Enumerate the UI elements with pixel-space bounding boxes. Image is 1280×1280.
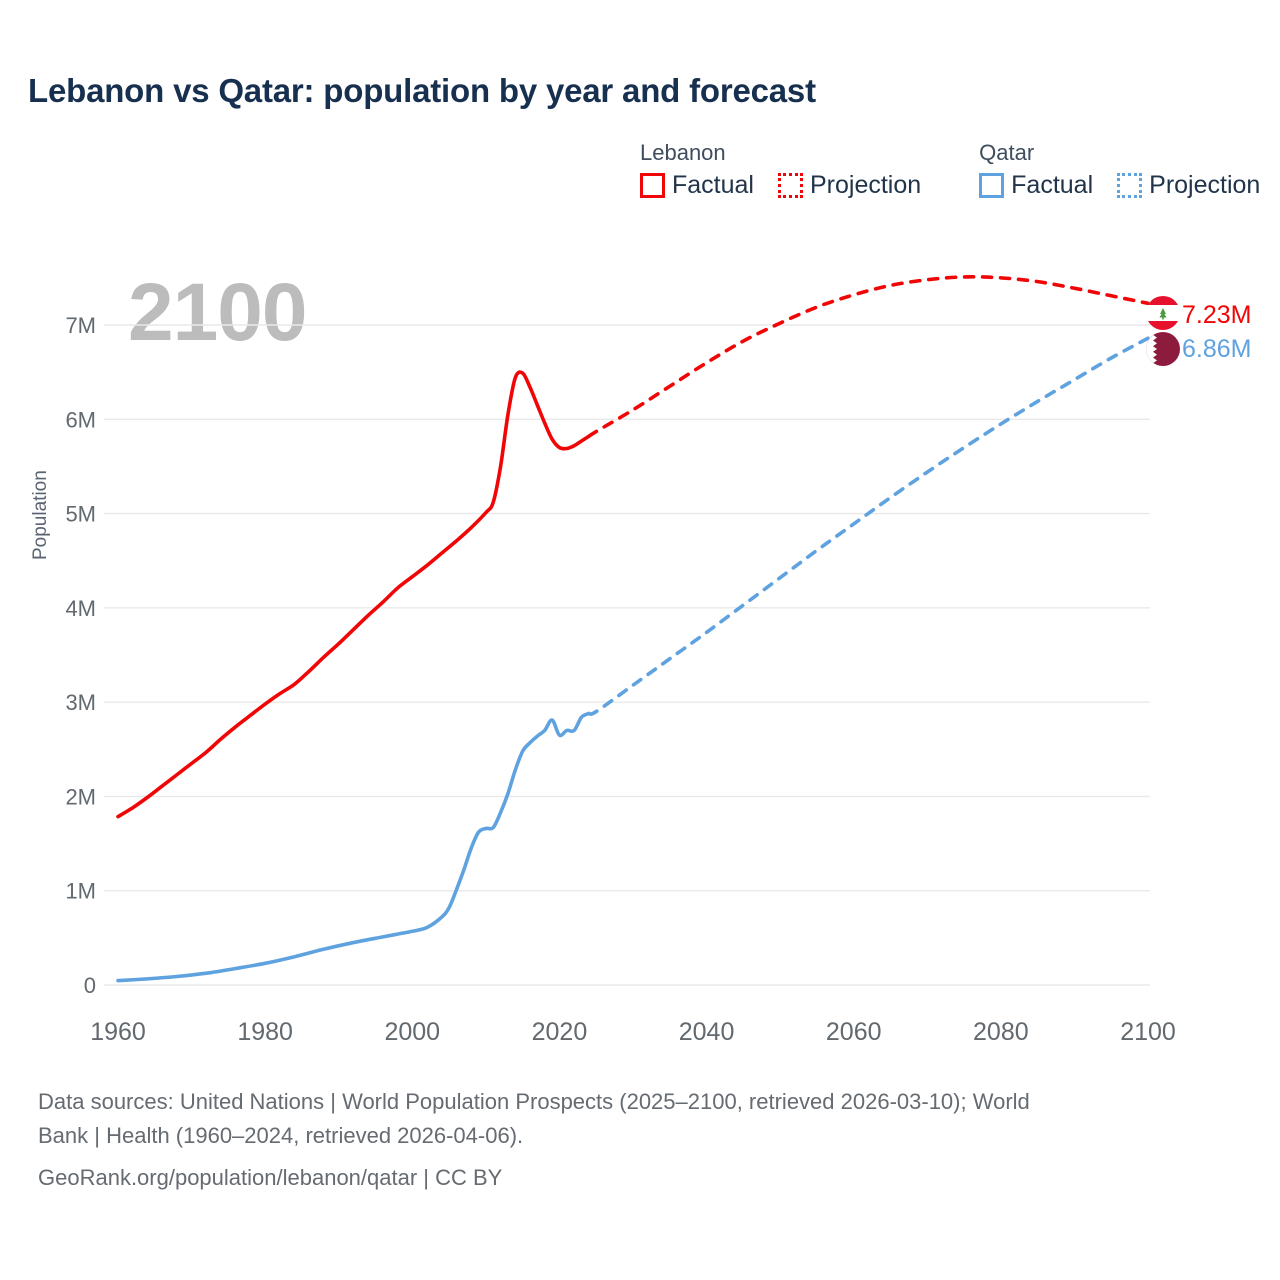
watermark-year: 2100 — [128, 267, 307, 358]
y-tick-label: 6M — [65, 407, 96, 432]
legend-group-title-lebanon: Lebanon — [640, 140, 726, 165]
x-tick-label: 1980 — [237, 1018, 293, 1046]
x-tick-label: 2000 — [384, 1018, 440, 1046]
x-tick-label: 2080 — [973, 1018, 1029, 1046]
legend-item-qatar-factual[interactable]: Factual — [979, 173, 1093, 198]
y-tick-label: 1M — [65, 879, 96, 904]
legend-item-label: Factual — [672, 171, 754, 199]
footer-line-1: Data sources: United Nations | World Pop… — [38, 1089, 1030, 1114]
legend-swatch-dotted-icon — [1117, 173, 1143, 198]
legend-group-title-qatar: Qatar — [979, 140, 1035, 165]
x-tick-label: 2040 — [679, 1018, 735, 1046]
legend-swatch-dotted-icon — [777, 173, 803, 198]
y-tick-label: 3M — [65, 690, 96, 715]
line-qatar-projection — [587, 336, 1150, 716]
line-lebanon-projection — [587, 275, 1150, 439]
legend-group-qatar: Qatar Factual Projection — [979, 142, 1260, 198]
legend-swatch-solid-icon — [640, 173, 665, 198]
legend-item-qatar-projection[interactable]: Projection — [1117, 173, 1260, 198]
legend-group-lebanon: Lebanon Factual Projection — [640, 142, 921, 198]
page-title: Lebanon vs Qatar: population by year and… — [28, 72, 816, 109]
chart-legend: Lebanon Factual Projection Qatar Factual… — [640, 142, 1260, 198]
lebanon-flag-icon — [1146, 296, 1180, 330]
footer-line-3: GeoRank.org/population/lebanon/qatar | C… — [38, 1165, 503, 1191]
y-tick-label: 2M — [65, 784, 96, 809]
y-tick-label: 5M — [65, 502, 96, 527]
footer-sources: Data sources: United Nations | World Pop… — [38, 1085, 1238, 1195]
x-tick-label: 2100 — [1120, 1018, 1176, 1046]
legend-item-label: Projection — [1149, 171, 1261, 199]
x-tick-label: 2020 — [532, 1018, 588, 1046]
lebanon-end-value-label: 7.23M — [1182, 301, 1252, 329]
qatar-end-value-label: 6.86M — [1182, 335, 1252, 363]
x-tick-label: 2060 — [826, 1018, 882, 1046]
line-qatar-factual — [116, 711, 591, 983]
y-axis-title: Population — [30, 470, 51, 560]
chart-svg: 0 1M 2M 3M 4M 5M 6M 7M 1960 1980 2000 2020 2040 2060 2… — [65, 275, 1176, 1046]
y-tick-label: 0 — [84, 973, 96, 998]
line-lebanon-factual — [116, 370, 591, 819]
legend-item-lebanon-projection[interactable]: Projection — [777, 171, 922, 199]
footer-line-2: Bank | Health (1960–2024, retrieved 2026… — [38, 1123, 524, 1149]
qatar-flag-icon — [1146, 332, 1180, 366]
y-tick-label: 7M — [65, 313, 96, 338]
x-tick-label: 1960 — [90, 1018, 146, 1046]
legend-item-lebanon-factual[interactable]: Factual — [640, 173, 754, 198]
legend-item-label: Factual — [1011, 171, 1094, 199]
legend-item-label: Projection — [809, 171, 922, 199]
y-tick-label: 4M — [65, 596, 96, 621]
legend-swatch-solid-icon — [979, 173, 1005, 198]
chart-plot-area: Population 0 1M 2M 3M 4M 5M 6M 7M 1960 1980 2000 20… — [30, 275, 1176, 1046]
